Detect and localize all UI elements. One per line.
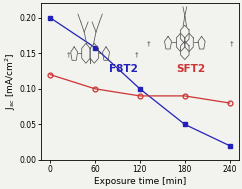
Y-axis label: J$_{sc}$ [mA/cm$^{2}$]: J$_{sc}$ [mA/cm$^{2}$] — [3, 53, 18, 110]
Text: †: † — [229, 40, 233, 46]
Text: †: † — [135, 52, 138, 58]
Text: †: † — [147, 40, 151, 46]
Text: F8T2: F8T2 — [109, 64, 137, 74]
Text: †: † — [67, 52, 71, 58]
Text: SFT2: SFT2 — [177, 64, 206, 74]
X-axis label: Exposure time [min]: Exposure time [min] — [94, 177, 186, 186]
